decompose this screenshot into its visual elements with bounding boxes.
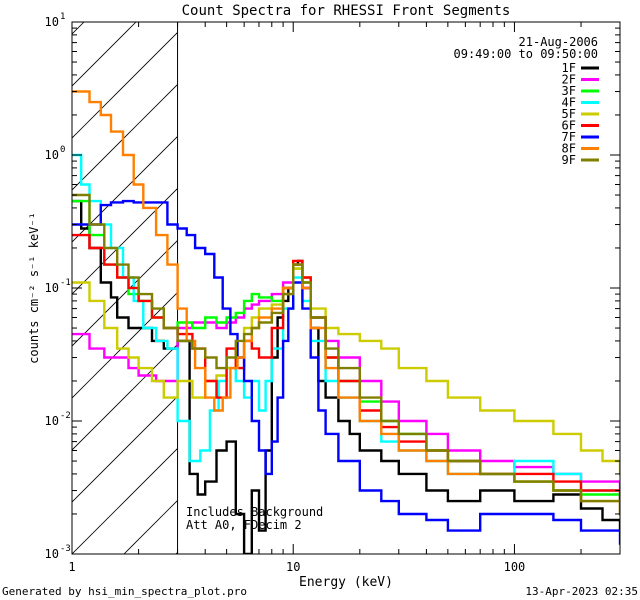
y-axis-label: counts cm⁻² s⁻¹ keV⁻¹: [27, 212, 41, 364]
legend-label-7f: 7F: [562, 130, 576, 144]
x-tick-label: 1: [68, 560, 75, 574]
series-1f: [72, 199, 620, 554]
x-tick-labels: 1 10 100: [68, 560, 525, 574]
y-tick-label: 10: [45, 148, 59, 162]
hatch-line: [72, 22, 137, 87]
legend-label-4f: 4F: [562, 96, 576, 110]
y-tick-exponent: 0: [60, 145, 65, 155]
hatch-line: [72, 396, 177, 503]
legend-time-range: 09:49:00 to 09:50:00: [454, 47, 599, 61]
legend-label-6f: 6F: [562, 119, 576, 133]
hatch-line: [72, 32, 177, 139]
series-5f: [72, 267, 620, 476]
series-2f: [72, 263, 620, 492]
legend-label-3f: 3F: [562, 84, 576, 98]
hatch-line: [72, 84, 177, 191]
y-tick-label: 10: [45, 281, 59, 295]
series-8f: [72, 90, 620, 516]
axis-ticks: [71, 22, 621, 555]
annotation-background: Includes Background: [186, 505, 323, 519]
legend-label-9f: 9F: [562, 153, 576, 167]
y-tick-label: 10: [45, 414, 59, 428]
y-tick-exponent: -3: [60, 544, 71, 554]
chart-title: Count Spectra for RHESSI Front Segments: [182, 3, 511, 19]
footer-timestamp: 13-Apr-2023 02:35: [525, 585, 638, 598]
series-9f: [72, 193, 620, 516]
hatch-line: [72, 448, 177, 554]
legend-date: 21-Aug-2006: [519, 35, 598, 49]
hatch-line: [72, 22, 85, 35]
legend-label-2f: 2F: [562, 73, 576, 87]
x-tick-label: 100: [504, 560, 526, 574]
footer-generator: Generated by hsi_min_spectra_plot.pro: [2, 585, 247, 598]
series-7f: [72, 199, 620, 545]
y-tick-exponent: 1: [60, 12, 65, 22]
series-3f: [72, 199, 620, 503]
y-tick-exponent: -1: [60, 278, 71, 288]
legend-label-1f: 1F: [562, 61, 576, 75]
annotation-attenuator: Att A0, FDecim 2: [186, 518, 302, 532]
series-lines: [72, 90, 620, 554]
y-tick-label: 10: [45, 15, 59, 29]
y-tick-exponent: -2: [60, 411, 71, 421]
hatch-line: [72, 292, 177, 399]
x-axis-label: Energy (keV): [299, 575, 393, 590]
x-tick-label: 10: [286, 560, 300, 574]
y-tick-label: 10: [45, 547, 59, 561]
legend-label-8f: 8F: [562, 142, 576, 156]
legend-label-5f: 5F: [562, 107, 576, 121]
